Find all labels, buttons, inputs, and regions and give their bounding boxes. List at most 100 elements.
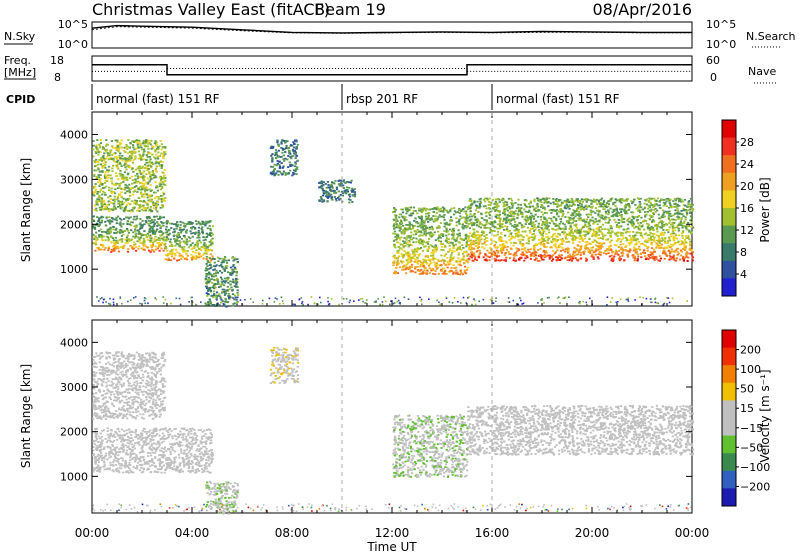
power-cell bbox=[273, 168, 276, 170]
power-cell bbox=[186, 254, 189, 257]
power-cell bbox=[215, 295, 218, 297]
power-cell bbox=[342, 184, 345, 187]
power-cell bbox=[134, 230, 137, 233]
power-cell bbox=[561, 237, 564, 240]
power-cell bbox=[112, 226, 115, 228]
power-cell bbox=[166, 253, 170, 255]
power-cell bbox=[618, 231, 621, 234]
power-cell bbox=[121, 155, 124, 157]
power-cell bbox=[575, 220, 578, 222]
power-cell bbox=[424, 230, 428, 232]
power-cell bbox=[534, 254, 537, 257]
power-cell bbox=[632, 236, 635, 239]
power-cell bbox=[143, 192, 146, 195]
power-cell bbox=[110, 140, 114, 142]
power-cell bbox=[204, 224, 207, 227]
power-cell bbox=[292, 171, 295, 174]
power-cell bbox=[573, 250, 576, 253]
power-cell bbox=[151, 249, 154, 251]
power-cell bbox=[146, 145, 149, 148]
power-cell bbox=[223, 294, 227, 296]
power-cell bbox=[644, 215, 647, 218]
power-cell bbox=[145, 161, 148, 164]
power-cell bbox=[646, 226, 649, 228]
power-cell bbox=[224, 265, 227, 268]
power-cell bbox=[683, 242, 686, 245]
power-cell bbox=[231, 272, 234, 275]
power-cell bbox=[190, 226, 193, 229]
power-cell bbox=[406, 243, 409, 246]
power-cell bbox=[470, 256, 474, 259]
power-cell bbox=[634, 204, 637, 206]
power-cell bbox=[492, 225, 495, 228]
power-cell bbox=[130, 152, 133, 155]
power-cell bbox=[155, 195, 158, 198]
power-cell bbox=[632, 247, 635, 249]
power-cell bbox=[277, 145, 280, 147]
power-cell bbox=[496, 217, 499, 220]
power-cell bbox=[197, 229, 200, 232]
power-cell bbox=[542, 221, 545, 224]
power-cell bbox=[275, 151, 278, 154]
power-cell bbox=[601, 238, 604, 240]
power-cell bbox=[471, 259, 474, 262]
power-cell bbox=[229, 296, 232, 299]
power-cell bbox=[341, 192, 345, 194]
power-cell bbox=[642, 251, 645, 254]
power-cell bbox=[146, 196, 149, 199]
power-cell bbox=[210, 295, 213, 297]
power-cell bbox=[134, 156, 137, 159]
power-cell bbox=[105, 139, 108, 141]
power-cell bbox=[568, 253, 571, 256]
power-cell bbox=[208, 225, 211, 227]
power-cell bbox=[133, 215, 136, 218]
power-cell bbox=[512, 218, 515, 221]
power-cell bbox=[131, 154, 134, 157]
power-cell bbox=[402, 232, 405, 235]
power-cell bbox=[533, 253, 536, 255]
power-cell bbox=[183, 257, 186, 260]
power-cell bbox=[445, 209, 448, 212]
power-cell bbox=[136, 172, 139, 175]
power-cell bbox=[113, 241, 116, 244]
power-cell bbox=[191, 242, 194, 244]
power-cell bbox=[117, 148, 120, 151]
power-cell bbox=[151, 153, 154, 156]
power-cell bbox=[421, 271, 424, 273]
power-cell bbox=[464, 206, 467, 209]
power-cell bbox=[468, 199, 471, 202]
power-cell bbox=[533, 200, 536, 203]
power-cell bbox=[597, 199, 600, 202]
power-cell bbox=[101, 155, 104, 158]
power-cell bbox=[600, 216, 603, 219]
power-cell bbox=[569, 216, 572, 219]
power-cell bbox=[672, 235, 675, 238]
power-cell bbox=[445, 273, 448, 275]
power-cell bbox=[149, 234, 152, 237]
power-cell bbox=[550, 240, 553, 243]
power-cell bbox=[128, 183, 131, 186]
power-cell bbox=[662, 225, 666, 227]
power-cell bbox=[110, 251, 113, 253]
power-cell bbox=[335, 191, 338, 194]
power-cell bbox=[124, 192, 127, 194]
power-cell bbox=[165, 228, 168, 231]
power-cell bbox=[135, 203, 138, 206]
power-cell bbox=[164, 184, 167, 186]
power-cell bbox=[517, 206, 520, 209]
power-cell bbox=[205, 275, 208, 278]
power-cell bbox=[426, 248, 429, 251]
power-cell bbox=[165, 247, 168, 250]
power-cell bbox=[149, 239, 152, 242]
power-cell bbox=[579, 234, 582, 237]
power-cell bbox=[120, 165, 123, 167]
power-cell bbox=[552, 198, 555, 200]
power-cell bbox=[101, 184, 104, 186]
power-cell bbox=[558, 210, 561, 213]
power-cell bbox=[432, 234, 435, 236]
power-cell bbox=[294, 152, 297, 155]
power-cell bbox=[632, 254, 635, 256]
power-cell bbox=[116, 195, 119, 198]
power-cell bbox=[462, 208, 465, 211]
power-cell bbox=[342, 179, 346, 182]
